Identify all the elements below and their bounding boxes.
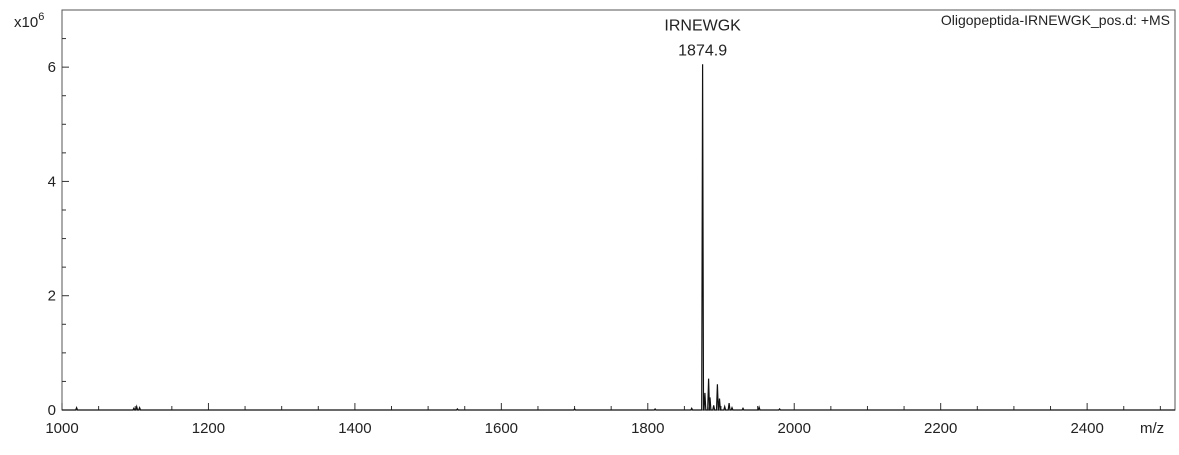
x-axis: 1000 1200 1400 1600 1800 2000 2200 2400 <box>45 403 1161 437</box>
y-scale-label: x106 <box>14 11 44 31</box>
y-scale-exponent: 6 <box>38 11 44 23</box>
x-tick-label: 2200 <box>924 420 957 437</box>
x-tick-label: 1000 <box>45 420 78 437</box>
x-tick-label: 2000 <box>778 420 811 437</box>
y-tick-label: 0 <box>48 402 56 419</box>
y-tick-label: 2 <box>48 288 56 305</box>
x-tick-label: 1800 <box>631 420 664 437</box>
x-tick-label: 1200 <box>192 420 225 437</box>
peak-label: IRNEWGK <box>664 17 741 34</box>
annotations: IRNEWGK 1874.9 <box>664 17 741 59</box>
x-tick-label: 2400 <box>1070 420 1103 437</box>
peak-value-label: 1874.9 <box>678 42 727 59</box>
plot-frame <box>61 9 1176 411</box>
x-tick-label: 1400 <box>338 420 371 437</box>
x-tick-label: 1600 <box>485 420 518 437</box>
y-tick-label: 6 <box>48 59 56 76</box>
y-axis: 0 2 4 6 <box>48 38 69 419</box>
spectrum-line <box>62 64 1175 411</box>
x-axis-label: m/z <box>1140 420 1164 437</box>
y-tick-label: 4 <box>48 173 56 190</box>
chart-title: Oligopeptida-IRNEWGK_pos.d: +MS <box>941 12 1170 28</box>
